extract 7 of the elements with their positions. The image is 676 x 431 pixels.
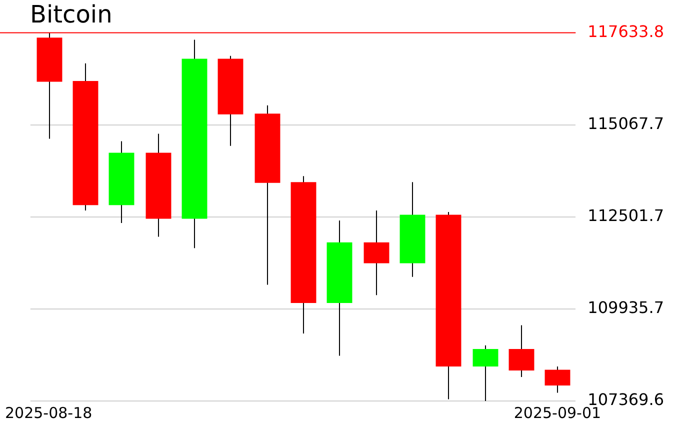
ref-line-label: 117633.8 xyxy=(588,22,664,41)
x-tick-label: 2025-09-01 xyxy=(514,404,602,422)
y-tick-label: 112501.7 xyxy=(588,206,664,226)
x-tick-label: 2025-08-18 xyxy=(4,404,92,422)
y-tick-label: 115067.7 xyxy=(588,114,664,134)
y-tick-label: 109935.7 xyxy=(588,298,664,318)
chart-title: Bitcoin xyxy=(30,0,112,29)
